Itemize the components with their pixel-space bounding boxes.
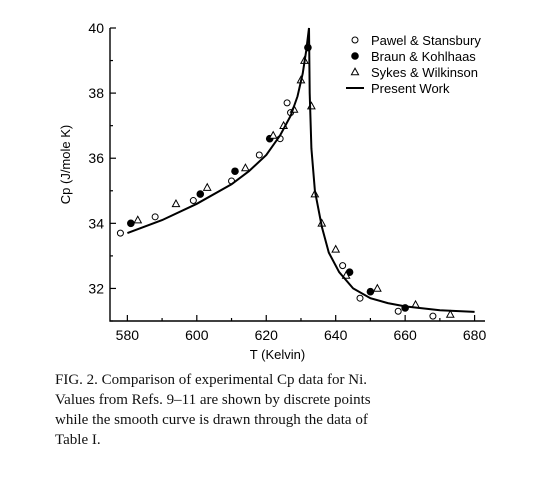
data-point-braun-kohlhaas [231,167,239,176]
data-point-pawel-stansbury [356,294,364,302]
y-tick-label: 32 [88,280,104,296]
chart: 580 600 620 640 660 680 32 34 36 38 40 T (Kelvin) Cp… [58,20,487,362]
data-point-pawel-stansbury [116,229,124,237]
x-axis-title: T (Kelvin) [250,347,305,362]
y-tick-label: 34 [88,215,104,231]
legend-label-sykes-wilkinson: Sykes & Wilkinson [371,65,478,80]
legend-label-present-work: Present Work [371,81,450,96]
x-tick-label: 660 [393,327,417,343]
data-point-sykes-wilkinson [240,163,250,172]
data-point-sykes-wilkinson [133,215,143,224]
x-tick-label: 600 [185,327,209,343]
x-tick-label: 640 [324,327,348,343]
data-point-pawel-stansbury [151,213,159,221]
legend-swatch-pawel-stansbury [351,36,359,44]
legend-swatch-braun-kohlhaas [351,52,359,60]
x-tick-label: 580 [116,327,140,343]
y-tick-label: 40 [88,20,104,36]
x-tick-label: 620 [255,327,279,343]
data-point-pawel-stansbury [339,262,347,270]
data-point-braun-kohlhaas [196,190,205,198]
data-point-sykes-wilkinson [171,198,181,208]
legend-label-pawel-stansbury: Pawel & Stansbury [371,33,481,48]
legend-swatch-sykes-wilkinson [350,67,360,76]
data-point-sykes-wilkinson [202,182,212,191]
data-point-sykes-wilkinson [445,309,455,318]
x-tick-label: 680 [463,327,487,343]
legend-label-braun-kohlhaas: Braun & Kohlhaas [371,49,476,64]
figure-caption: FIG. 2. Comparison of experimental Cp da… [55,372,371,448]
data-point-sykes-wilkinson [268,130,278,139]
data-point-sykes-wilkinson [331,244,341,253]
data-point-pawel-stansbury [394,307,402,315]
data-point-pawel-stansbury [429,312,437,320]
series-line-present-work [127,27,475,313]
y-tick-label: 38 [88,85,104,101]
y-tick-label: 36 [88,150,104,166]
y-axis-title: Cp (J/mole K) [58,125,73,204]
data-point-sykes-wilkinson [306,101,316,110]
data-point-sykes-wilkinson [341,270,351,279]
data-point-sykes-wilkinson [372,283,382,292]
data-point-pawel-stansbury [283,99,291,107]
data-point-braun-kohlhaas [366,287,375,296]
data-point-pawel-stansbury [189,197,197,205]
data-point-braun-kohlhaas [127,219,135,228]
data-point-pawel-stansbury [255,151,263,159]
